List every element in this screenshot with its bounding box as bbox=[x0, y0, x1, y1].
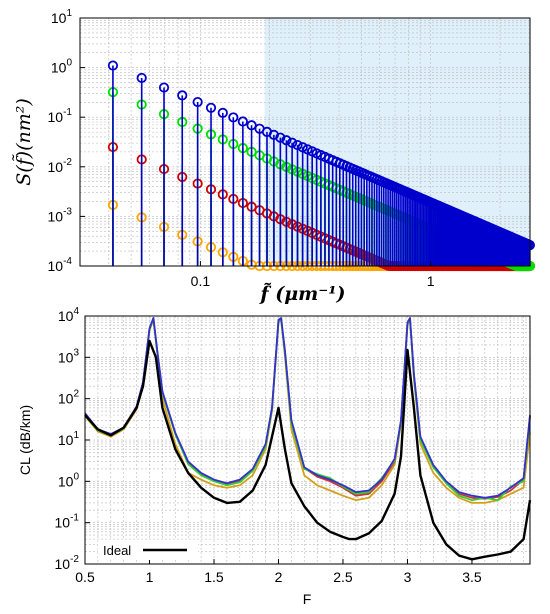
marker bbox=[228, 112, 239, 123]
top-ticks: 101 100 10-1 10-2 10-3 10-4 0.1 1 bbox=[48, 8, 435, 289]
bottom-series bbox=[84, 317, 532, 561]
x-tick-label: 2.5 bbox=[333, 569, 353, 585]
y-tick-label: 104 bbox=[58, 306, 80, 324]
marker bbox=[287, 137, 298, 148]
x-tick-label: 1 bbox=[146, 569, 154, 585]
marker bbox=[217, 107, 228, 118]
series-line bbox=[84, 317, 531, 499]
y-tick-label: 10-3 bbox=[48, 206, 73, 224]
top-plot-frame bbox=[79, 17, 531, 267]
spectrum-chart: 101 100 10-1 10-2 10-3 10-4 0.1 1 S(f̃)(nm²) f̃… bbox=[12, 8, 535, 305]
y-tick-label: 102 bbox=[58, 389, 80, 407]
top-y-axis-label: S(f̃)(nm²) bbox=[12, 98, 35, 186]
y-tick-label: 103 bbox=[58, 347, 80, 365]
y-tick-label: 101 bbox=[58, 430, 80, 448]
y-tick-label: 10-2 bbox=[55, 554, 80, 572]
legend-label-ideal: Ideal bbox=[103, 543, 131, 558]
marker bbox=[302, 144, 313, 155]
bottom-plot-area bbox=[85, 316, 530, 564]
marker bbox=[177, 90, 188, 101]
x-tick-label: 1 bbox=[427, 273, 435, 289]
marker bbox=[292, 139, 303, 151]
x-tick-label: 3.5 bbox=[462, 569, 482, 585]
y-tick-label: 10-1 bbox=[48, 107, 73, 125]
marker bbox=[246, 120, 257, 131]
bottom-y-axis-label: CL (dB/km) bbox=[17, 405, 33, 475]
bottom-ticks: 104 103 102 101 100 10-1 10-20.5 1 1.5 2 2.5 3 3.5 bbox=[55, 306, 482, 585]
marker bbox=[192, 96, 203, 108]
marker bbox=[107, 60, 119, 71]
y-tick-label: 10-4 bbox=[48, 256, 73, 274]
y-tick-label: 10-1 bbox=[55, 513, 80, 531]
series-line bbox=[84, 339, 532, 561]
top-x-axis-label: f̃ (μm⁻¹) bbox=[258, 283, 345, 305]
x-tick-label: 0.1 bbox=[191, 273, 211, 289]
bottom-grid bbox=[84, 316, 530, 565]
x-tick-label: 2 bbox=[275, 569, 283, 585]
bottom-x-axis-label: F bbox=[303, 591, 312, 607]
y-tick-label: 100 bbox=[58, 471, 80, 489]
x-tick-label: 1.5 bbox=[204, 569, 224, 585]
loss-chart: 104 103 102 101 100 10-1 10-20.5 1 1.5 2 2.5 3 3.5 C… bbox=[17, 306, 532, 607]
marker bbox=[205, 102, 217, 113]
y-tick-label: 100 bbox=[51, 58, 73, 76]
x-tick-label: 0.5 bbox=[75, 569, 95, 585]
legend: Ideal bbox=[98, 540, 198, 560]
marker bbox=[275, 132, 286, 143]
marker bbox=[136, 72, 147, 84]
y-tick-label: 101 bbox=[51, 8, 73, 26]
x-tick-label: 3 bbox=[404, 569, 412, 585]
y-tick-label: 10-2 bbox=[48, 157, 73, 175]
marker bbox=[297, 142, 308, 153]
marker bbox=[237, 116, 248, 127]
marker bbox=[158, 82, 170, 93]
marker bbox=[281, 135, 292, 146]
